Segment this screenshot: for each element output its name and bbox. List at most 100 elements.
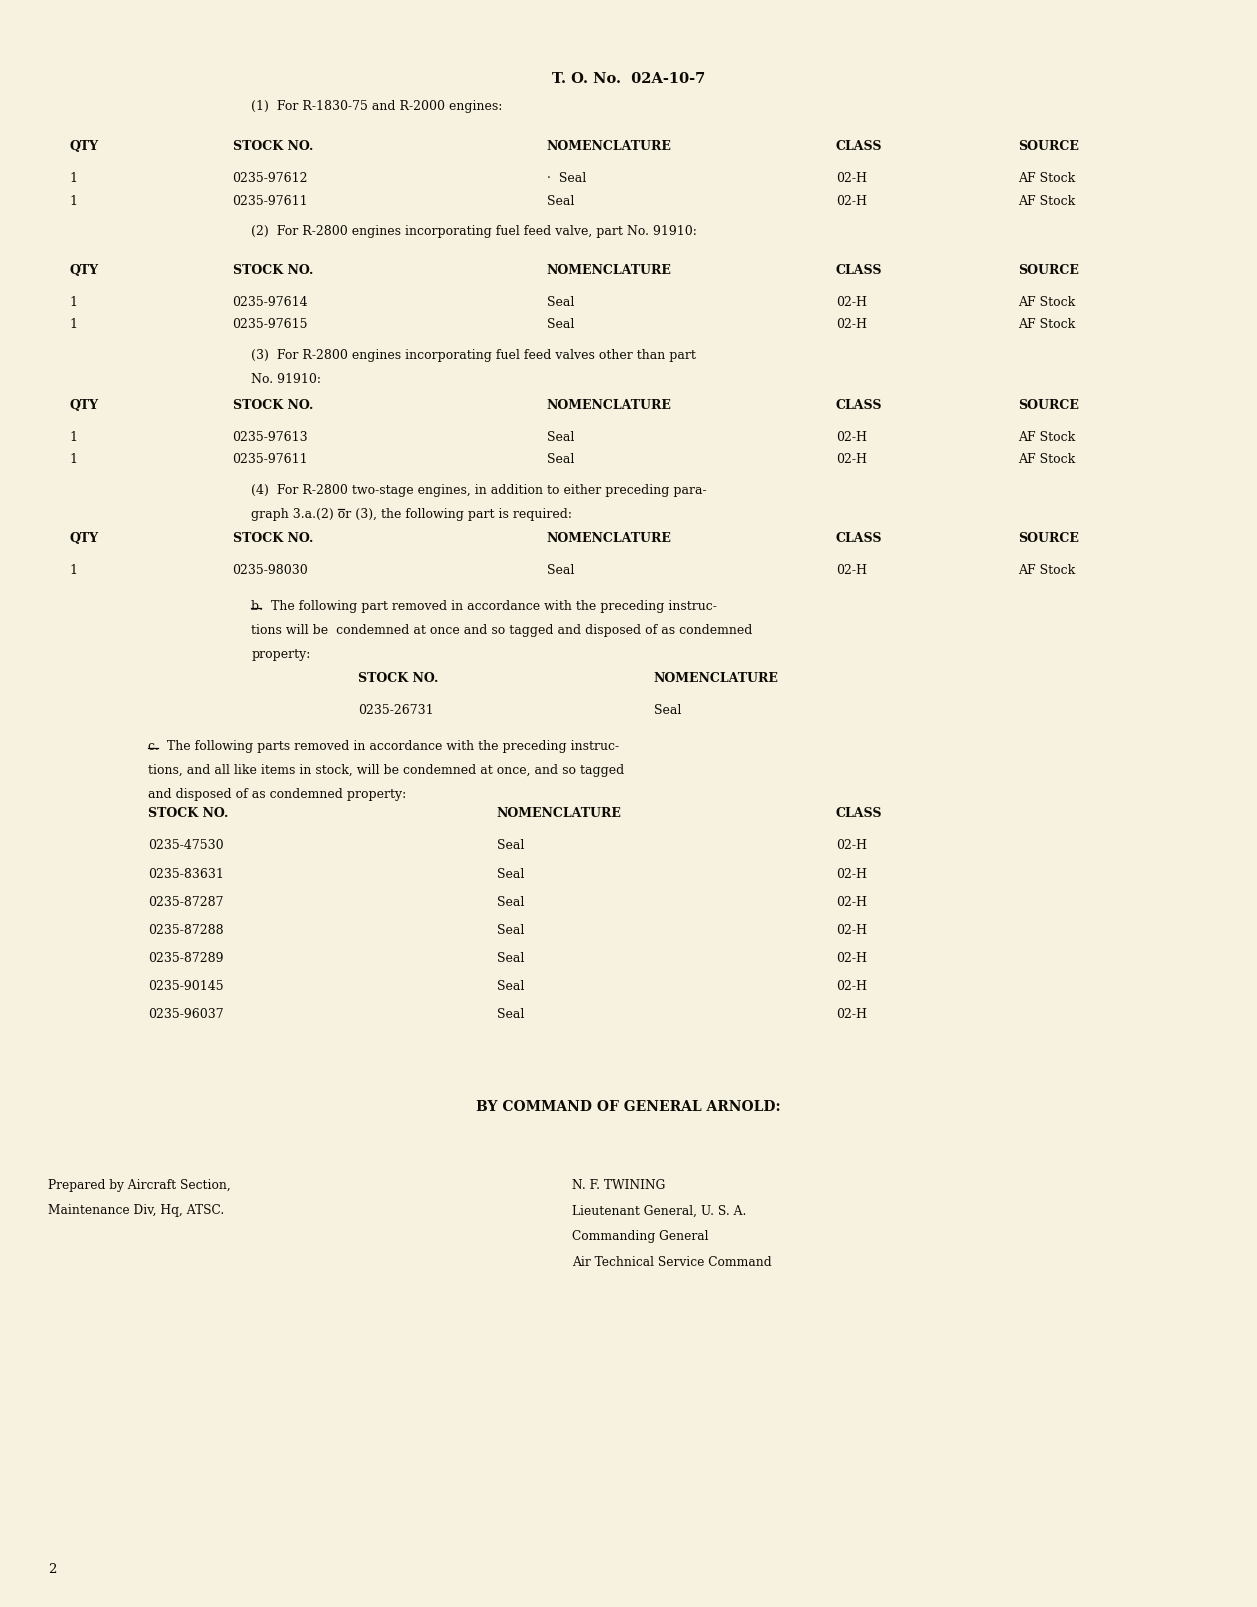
Text: AF Stock: AF Stock: [1018, 564, 1076, 577]
Text: 0235-83631: 0235-83631: [148, 868, 224, 881]
Text: CLASS: CLASS: [836, 264, 882, 276]
Text: Seal: Seal: [497, 1008, 524, 1020]
Text: 02-H: 02-H: [836, 431, 867, 444]
Text: 0235-87289: 0235-87289: [148, 951, 224, 964]
Text: NOMENCLATURE: NOMENCLATURE: [547, 532, 671, 545]
Text: 0235-96037: 0235-96037: [148, 1008, 224, 1020]
Text: Seal: Seal: [497, 839, 524, 852]
Text: SOURCE: SOURCE: [1018, 399, 1079, 411]
Text: 0235-26731: 0235-26731: [358, 704, 434, 717]
Text: 0235-47530: 0235-47530: [148, 839, 224, 852]
Text: Maintenance Div, Hq, ATSC.: Maintenance Div, Hq, ATSC.: [48, 1204, 224, 1216]
Text: SOURCE: SOURCE: [1018, 532, 1079, 545]
Text: 0235-90145: 0235-90145: [148, 980, 224, 993]
Text: 1: 1: [69, 431, 77, 444]
Text: QTY: QTY: [69, 532, 98, 545]
Text: 1: 1: [69, 296, 77, 309]
Text: CLASS: CLASS: [836, 532, 882, 545]
Text: Seal: Seal: [547, 564, 574, 577]
Text: Seal: Seal: [547, 296, 574, 309]
Text: CLASS: CLASS: [836, 807, 882, 820]
Text: 02-H: 02-H: [836, 839, 867, 852]
Text: No. 91910:: No. 91910:: [251, 373, 322, 386]
Text: SOURCE: SOURCE: [1018, 140, 1079, 153]
Text: tions, and all like items in stock, will be condemned at once, and so tagged: tions, and all like items in stock, will…: [148, 763, 625, 776]
Text: AF Stock: AF Stock: [1018, 431, 1076, 444]
Text: 0235-97614: 0235-97614: [233, 296, 308, 309]
Text: graph 3.a.(2) or (3), the following part is required:: graph 3.a.(2) or (3), the following part…: [251, 508, 572, 521]
Text: NOMENCLATURE: NOMENCLATURE: [497, 807, 621, 820]
Text: 1: 1: [69, 564, 77, 577]
Text: Seal: Seal: [497, 895, 524, 908]
Text: c.  The following parts removed in accordance with the preceding instruc-: c. The following parts removed in accord…: [148, 739, 620, 752]
Text: 02-H: 02-H: [836, 194, 867, 207]
Text: 02-H: 02-H: [836, 453, 867, 466]
Text: Seal: Seal: [654, 704, 681, 717]
Text: 0235-87288: 0235-87288: [148, 922, 224, 937]
Text: AF Stock: AF Stock: [1018, 318, 1076, 331]
Text: Seal: Seal: [497, 951, 524, 964]
Text: Seal: Seal: [547, 453, 574, 466]
Text: 02-H: 02-H: [836, 564, 867, 577]
Text: Seal: Seal: [497, 922, 524, 937]
Text: 02-H: 02-H: [836, 951, 867, 964]
Text: 0235-97611: 0235-97611: [233, 453, 308, 466]
Text: 1: 1: [69, 453, 77, 466]
Text: QTY: QTY: [69, 399, 98, 411]
Text: NOMENCLATURE: NOMENCLATURE: [547, 399, 671, 411]
Text: N. F. TWINING: N. F. TWINING: [572, 1178, 665, 1191]
Text: AF Stock: AF Stock: [1018, 194, 1076, 207]
Text: 02-H: 02-H: [836, 318, 867, 331]
Text: STOCK NO.: STOCK NO.: [233, 140, 313, 153]
Text: NOMENCLATURE: NOMENCLATURE: [654, 672, 778, 685]
Text: AF Stock: AF Stock: [1018, 296, 1076, 309]
Text: STOCK NO.: STOCK NO.: [148, 807, 229, 820]
Text: 0235-98030: 0235-98030: [233, 564, 308, 577]
Text: 02-H: 02-H: [836, 980, 867, 993]
Text: (4)  For R-2800 two-stage engines, in addition to either preceding para-: (4) For R-2800 two-stage engines, in add…: [251, 484, 706, 497]
Text: NOMENCLATURE: NOMENCLATURE: [547, 264, 671, 276]
Text: and disposed of as condemned property:: and disposed of as condemned property:: [148, 787, 406, 800]
Text: 2: 2: [48, 1562, 57, 1575]
Text: NOMENCLATURE: NOMENCLATURE: [547, 140, 671, 153]
Text: 02-H: 02-H: [836, 922, 867, 937]
Text: 0235-97613: 0235-97613: [233, 431, 308, 444]
Text: property:: property:: [251, 648, 310, 660]
Text: 1: 1: [69, 172, 77, 185]
Text: Seal: Seal: [497, 868, 524, 881]
Text: 02-H: 02-H: [836, 296, 867, 309]
Text: 0235-97611: 0235-97611: [233, 194, 308, 207]
Text: CLASS: CLASS: [836, 399, 882, 411]
Text: 02-H: 02-H: [836, 1008, 867, 1020]
Text: SOURCE: SOURCE: [1018, 264, 1079, 276]
Text: 0235-87287: 0235-87287: [148, 895, 224, 908]
Text: ·  Seal: · Seal: [547, 172, 586, 185]
Text: T. O. No.  02A-10-7: T. O. No. 02A-10-7: [552, 72, 705, 87]
Text: 1: 1: [69, 194, 77, 207]
Text: 0235-97615: 0235-97615: [233, 318, 308, 331]
Text: 0235-97612: 0235-97612: [233, 172, 308, 185]
Text: STOCK NO.: STOCK NO.: [358, 672, 439, 685]
Text: b.  The following part removed in accordance with the preceding instruc-: b. The following part removed in accorda…: [251, 599, 718, 612]
Text: 1: 1: [69, 318, 77, 331]
Text: 02-H: 02-H: [836, 868, 867, 881]
Text: STOCK NO.: STOCK NO.: [233, 264, 313, 276]
Text: Commanding General: Commanding General: [572, 1229, 709, 1242]
Text: STOCK NO.: STOCK NO.: [233, 399, 313, 411]
Text: Seal: Seal: [547, 431, 574, 444]
Text: Lieutenant General, U. S. A.: Lieutenant General, U. S. A.: [572, 1204, 747, 1216]
Text: Seal: Seal: [547, 318, 574, 331]
Text: QTY: QTY: [69, 140, 98, 153]
Text: 02-H: 02-H: [836, 172, 867, 185]
Text: STOCK NO.: STOCK NO.: [233, 532, 313, 545]
Text: Prepared by Aircraft Section,: Prepared by Aircraft Section,: [48, 1178, 230, 1191]
Text: AF Stock: AF Stock: [1018, 453, 1076, 466]
Text: (2)  For R-2800 engines incorporating fuel feed valve, part No. 91910:: (2) For R-2800 engines incorporating fue…: [251, 225, 698, 238]
Text: AF Stock: AF Stock: [1018, 172, 1076, 185]
Text: tions will be  condemned at once and so tagged and disposed of as condemned: tions will be condemned at once and so t…: [251, 624, 753, 636]
Text: CLASS: CLASS: [836, 140, 882, 153]
Text: Seal: Seal: [497, 980, 524, 993]
Text: (3)  For R-2800 engines incorporating fuel feed valves other than part: (3) For R-2800 engines incorporating fue…: [251, 349, 696, 362]
Text: QTY: QTY: [69, 264, 98, 276]
Text: Air Technical Service Command: Air Technical Service Command: [572, 1255, 772, 1268]
